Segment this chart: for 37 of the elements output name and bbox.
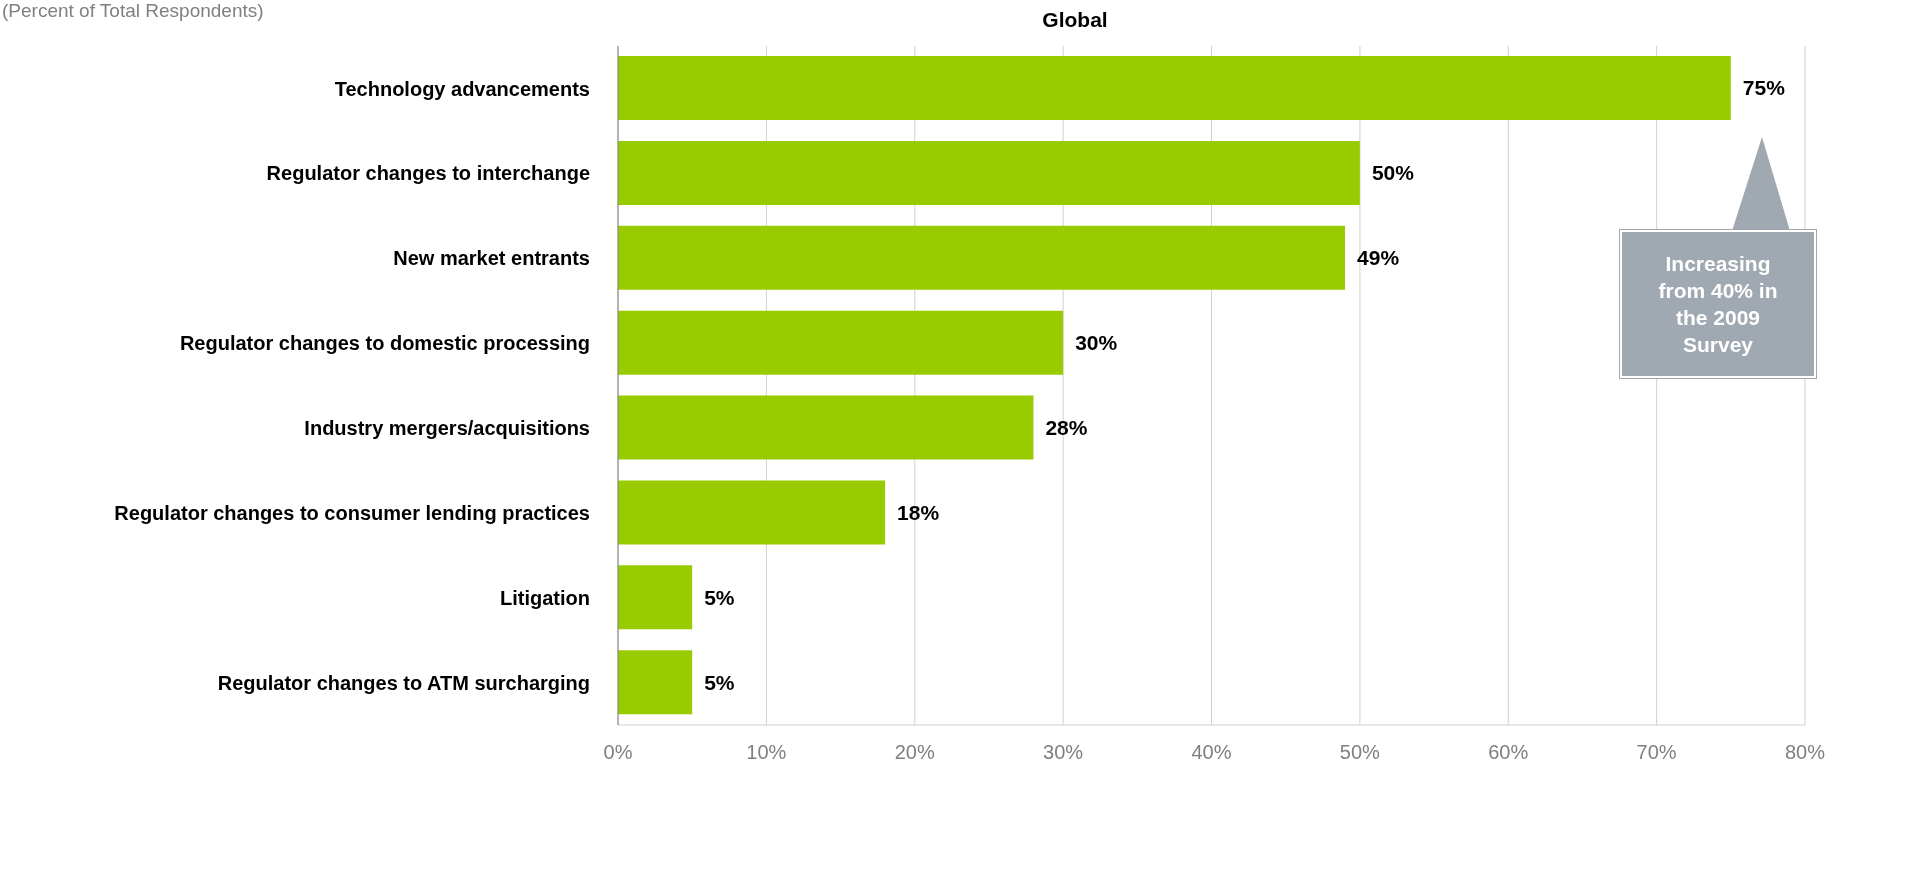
data-label: 49% bbox=[1357, 246, 1400, 270]
y-tick-label: Technology advancements bbox=[334, 77, 590, 100]
y-tick-label: Regulator changes to interchange bbox=[266, 162, 590, 185]
annotation: Increasing from 40% in the 2009 Survey bbox=[1657, 251, 1779, 358]
data-label: 50% bbox=[1371, 161, 1415, 185]
data-label: 18% bbox=[897, 500, 940, 524]
data-label: 28% bbox=[1045, 415, 1088, 439]
x-tick-label: 40% bbox=[1191, 741, 1232, 764]
y-tick-label: Industry mergers/acquisitions bbox=[304, 417, 590, 440]
x-tick-label: 80% bbox=[1784, 741, 1826, 764]
y-tick-label: Regulator changes to domestic processing bbox=[179, 332, 590, 355]
y-tick-label: Regulator changes to ATM surcharging bbox=[217, 671, 590, 694]
data-label: 30% bbox=[1075, 331, 1118, 355]
x-tick-label: 20% bbox=[894, 741, 935, 764]
bar bbox=[618, 395, 1034, 460]
x-tick-label: 70% bbox=[1636, 741, 1677, 764]
x-tick-label: 30% bbox=[1043, 741, 1084, 764]
x-tick-label: 50% bbox=[1339, 741, 1381, 764]
bar bbox=[618, 650, 693, 715]
bar bbox=[618, 480, 886, 545]
data-label: 75% bbox=[1742, 76, 1786, 100]
bar bbox=[618, 565, 693, 630]
bar bbox=[618, 56, 1731, 120]
callout-box: Increasing from 40% in the 2009 Survey bbox=[1620, 230, 1816, 378]
x-tick-label: 60% bbox=[1488, 741, 1529, 764]
y-tick-label: Regulator changes to consumer lending practices bbox=[114, 501, 590, 524]
bar bbox=[618, 225, 1346, 290]
bar bbox=[618, 140, 1360, 205]
x-tick-label: 10% bbox=[746, 741, 787, 764]
text: (Percent of Total Respondents) bbox=[2, 0, 264, 22]
data-label: 5% bbox=[704, 670, 735, 694]
bar bbox=[618, 310, 1064, 375]
chart-title: Global bbox=[1042, 8, 1108, 32]
data-label: 5% bbox=[704, 585, 735, 609]
y-tick-label: New market entrants bbox=[393, 247, 590, 270]
x-tick-label: 0% bbox=[603, 741, 633, 764]
y-tick-label: Litigation bbox=[500, 586, 590, 609]
